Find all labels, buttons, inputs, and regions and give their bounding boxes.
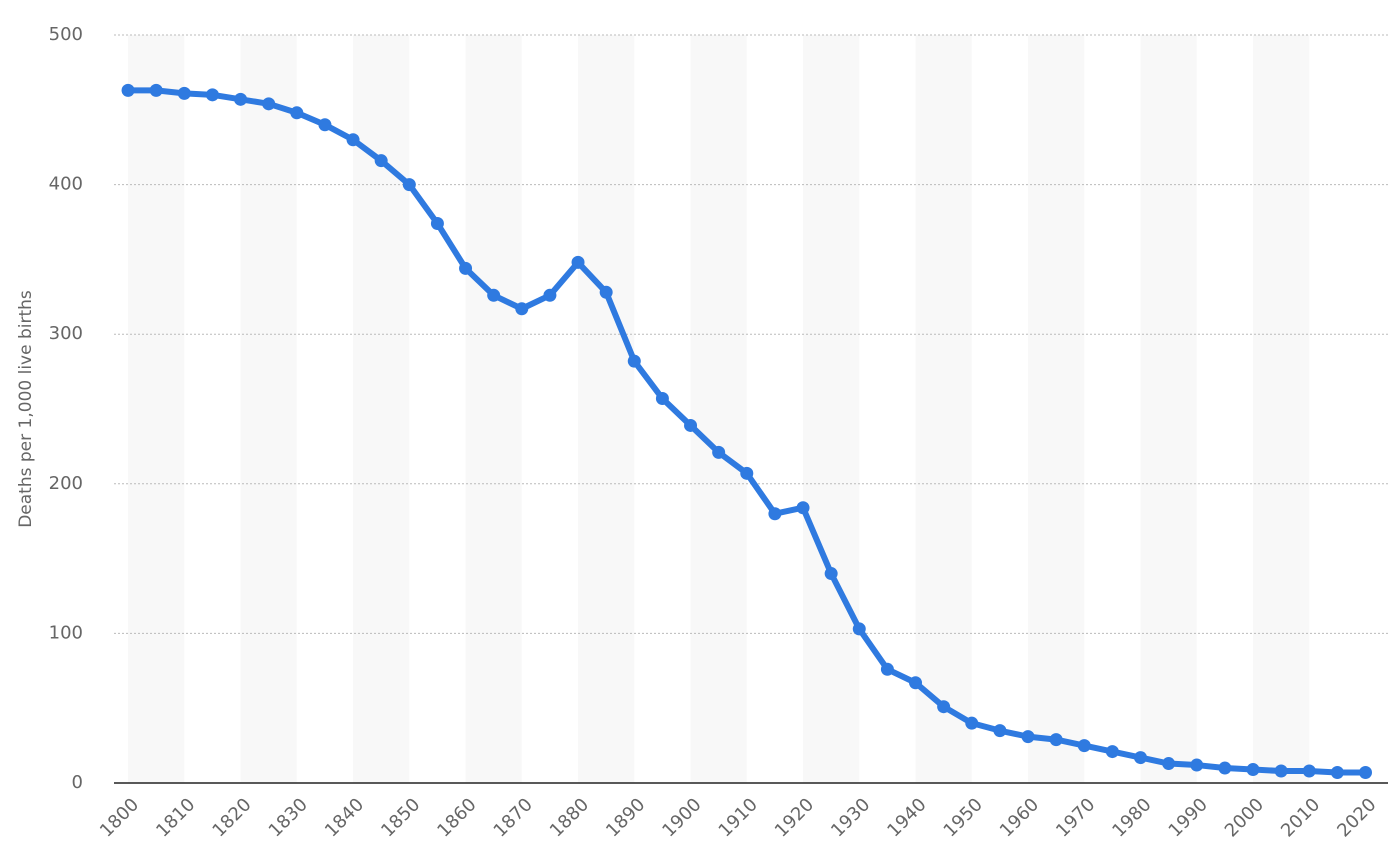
x-tick-label: 1890	[602, 794, 649, 841]
x-tick-label: 1900	[658, 794, 705, 841]
point	[262, 97, 276, 111]
point	[655, 392, 669, 406]
x-tick-label: 1850	[377, 794, 424, 841]
band	[803, 35, 860, 783]
point	[1162, 757, 1176, 771]
point	[1105, 745, 1119, 759]
point	[1021, 730, 1035, 744]
point	[1218, 761, 1232, 775]
point	[402, 178, 416, 192]
band	[578, 35, 635, 783]
point	[1190, 758, 1204, 772]
x-tick-label: 1930	[827, 794, 874, 841]
y-axis-label: Deaths per 1,000 live births	[16, 290, 36, 528]
band	[1253, 35, 1310, 783]
point	[1330, 766, 1344, 780]
x-tick-label: 2020	[1333, 794, 1380, 841]
point	[880, 662, 894, 676]
point	[599, 285, 613, 299]
point	[1077, 739, 1091, 753]
point	[374, 154, 388, 168]
point	[1302, 764, 1316, 778]
y-tick-label: 500	[49, 24, 83, 45]
y-tick-label: 100	[49, 622, 83, 643]
x-tick-label: 1820	[208, 794, 255, 841]
point	[515, 302, 529, 316]
point	[234, 92, 248, 106]
x-tick-label: 1880	[546, 794, 593, 841]
x-tick-label: 1970	[1052, 794, 1099, 841]
band	[1028, 35, 1085, 783]
point	[965, 716, 979, 730]
point	[937, 700, 951, 714]
point	[571, 255, 585, 269]
point	[712, 445, 726, 459]
point	[459, 261, 473, 275]
point	[1359, 766, 1373, 780]
point	[824, 567, 838, 581]
x-tick-label: 1840	[321, 794, 368, 841]
point	[796, 501, 810, 515]
x-tick-label: 1960	[996, 794, 1043, 841]
point	[205, 88, 219, 102]
y-tick-label: 200	[49, 473, 83, 494]
band	[240, 35, 297, 783]
x-tick-label: 2010	[1277, 794, 1324, 841]
point	[1134, 751, 1148, 765]
x-tick-label: 1940	[883, 794, 930, 841]
x-tick-label: 1950	[940, 794, 987, 841]
point	[346, 133, 360, 147]
x-tick-label: 1920	[771, 794, 818, 841]
point	[852, 622, 866, 636]
band	[690, 35, 747, 783]
point	[627, 354, 641, 368]
band	[1140, 35, 1197, 783]
band	[915, 35, 972, 783]
point	[768, 507, 782, 521]
point	[121, 83, 135, 97]
x-tick-label: 1990	[1165, 794, 1212, 841]
point	[1049, 733, 1063, 747]
band	[128, 35, 185, 783]
x-tick-label: 2000	[1221, 794, 1268, 841]
x-tick-label: 1800	[96, 794, 143, 841]
x-tick-label: 1860	[433, 794, 480, 841]
x-tick-label: 1870	[490, 794, 537, 841]
x-tick-label: 1910	[715, 794, 762, 841]
point	[740, 466, 754, 480]
point	[318, 118, 332, 132]
point	[993, 724, 1007, 738]
x-tick-label: 1810	[152, 794, 199, 841]
point	[909, 676, 923, 690]
point	[430, 216, 444, 230]
point	[1246, 763, 1260, 777]
point	[149, 83, 163, 97]
y-tick-label: 400	[49, 174, 83, 195]
point	[684, 418, 698, 432]
point	[487, 288, 501, 302]
point	[177, 86, 191, 100]
y-tick-label: 0	[72, 772, 83, 793]
point	[1274, 764, 1288, 778]
y-tick-label: 300	[49, 323, 83, 344]
x-tick-label: 1830	[265, 794, 312, 841]
band	[465, 35, 522, 783]
point	[290, 106, 304, 120]
x-tick-label: 1980	[1108, 794, 1155, 841]
point	[543, 288, 557, 302]
